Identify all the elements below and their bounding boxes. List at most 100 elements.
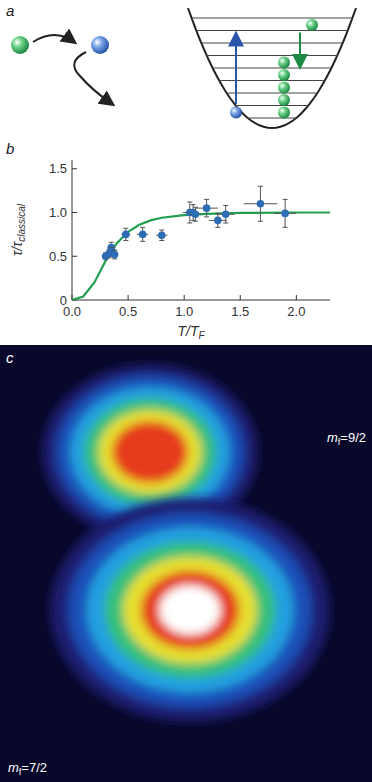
x-tick	[240, 295, 241, 300]
green-atom	[11, 36, 29, 54]
x-tick-label: 1.0	[175, 304, 193, 319]
y-tick-label: 1.0	[49, 205, 67, 220]
energy-level	[207, 55, 338, 56]
data-point	[214, 217, 222, 225]
error-cap	[109, 242, 114, 243]
panel-letter: c	[6, 349, 14, 366]
error-cap	[283, 227, 288, 228]
y-axis	[72, 160, 73, 300]
density-contour	[84, 398, 216, 505]
data-point	[122, 231, 130, 239]
error-cap	[107, 258, 112, 259]
data-point	[281, 210, 289, 218]
atom-cloud	[50, 498, 330, 722]
energy-level	[236, 105, 309, 106]
state-label-rest: =9/2	[340, 430, 366, 445]
error-cap	[123, 240, 128, 241]
density-contour	[105, 542, 276, 679]
density-contour	[98, 410, 202, 494]
x-axis-title: T/TF	[177, 323, 205, 341]
figure: ab00.51.01.50.00.51.01.52.0T/TFτ/τclassi…	[0, 0, 372, 782]
error-cap	[140, 227, 145, 228]
blue-atom	[91, 36, 109, 54]
page: {"panel_a": {"letter": "a"}, "chart_data…	[0, 0, 372, 782]
density-contour	[70, 387, 230, 517]
state-label: mf=7/2	[8, 760, 47, 777]
error-cap	[187, 223, 192, 224]
error-cap	[223, 223, 228, 224]
panel-letter: b	[6, 140, 14, 157]
data-point	[257, 200, 265, 208]
blue-atom	[230, 107, 242, 119]
error-cap	[215, 227, 220, 228]
error-cap	[140, 241, 145, 242]
density-contour	[86, 527, 293, 693]
x-axis	[72, 300, 330, 301]
error-cap	[193, 207, 198, 208]
panel-c: cmf=9/2mf=7/2	[0, 345, 372, 782]
state-label-main: m	[8, 760, 19, 775]
energy-level	[213, 68, 332, 69]
error-cap	[258, 186, 263, 187]
data-point	[139, 231, 147, 239]
green-atom	[306, 19, 318, 31]
y-axis-title: τ/τclassical	[9, 203, 27, 256]
panel-c-background	[0, 345, 372, 782]
panel-b: b00.51.01.50.00.51.01.52.0T/TFτ/τclassic…	[0, 140, 372, 345]
data-point	[111, 251, 119, 259]
x-tick-label: 0.5	[119, 304, 137, 319]
y-tick	[72, 256, 77, 257]
density-contour	[68, 513, 312, 708]
y-axis-title-main: τ/τ	[9, 241, 25, 256]
green-atom	[278, 57, 290, 69]
data-point	[192, 210, 200, 218]
trap-potential	[188, 8, 356, 128]
error-cap	[191, 204, 196, 205]
x-axis-title-main: T/T	[177, 323, 199, 339]
panel-a: a	[0, 0, 372, 140]
energy-level	[201, 43, 342, 44]
state-label-rest: =7/2	[21, 760, 47, 775]
x-tick-label: 2.0	[287, 304, 305, 319]
energy-level	[192, 18, 353, 19]
theory-curve	[72, 213, 330, 301]
density-contour	[50, 498, 330, 722]
error-cap	[258, 221, 263, 222]
error-cap	[223, 205, 228, 206]
x-tick	[296, 295, 297, 300]
density-contour	[123, 556, 257, 664]
green-atom	[278, 107, 290, 119]
x-tick	[128, 295, 129, 300]
data-point	[158, 231, 166, 239]
error-cap	[123, 228, 128, 229]
data-point	[222, 210, 230, 218]
y-tick-label: 0.5	[49, 249, 67, 264]
excitation-arrow	[235, 35, 237, 105]
error-cap	[215, 213, 220, 214]
error-cap	[110, 247, 115, 248]
y-axis-title-sub: classical	[16, 203, 27, 242]
x-tick	[184, 295, 185, 300]
error-cap	[193, 221, 198, 222]
energy-level	[196, 30, 347, 31]
density-contour	[159, 585, 221, 634]
error-cap	[187, 202, 192, 203]
green-atom	[278, 69, 290, 81]
green-atom	[278, 82, 290, 94]
green-atom	[278, 94, 290, 106]
scatter-arrow	[74, 52, 112, 104]
error-cap	[204, 199, 209, 200]
error-cap	[112, 250, 117, 251]
error-cap	[204, 216, 209, 217]
state-label-main: m	[327, 430, 338, 445]
error-cap	[112, 258, 117, 259]
energy-level	[227, 93, 318, 94]
y-tick	[72, 212, 77, 213]
density-contour	[112, 421, 188, 483]
x-tick-label: 0.0	[63, 304, 81, 319]
collision-arrow	[33, 35, 74, 42]
y-tick	[72, 168, 77, 169]
error-cap	[283, 199, 288, 200]
error-cap	[159, 240, 164, 241]
panel-b-background	[0, 140, 372, 345]
